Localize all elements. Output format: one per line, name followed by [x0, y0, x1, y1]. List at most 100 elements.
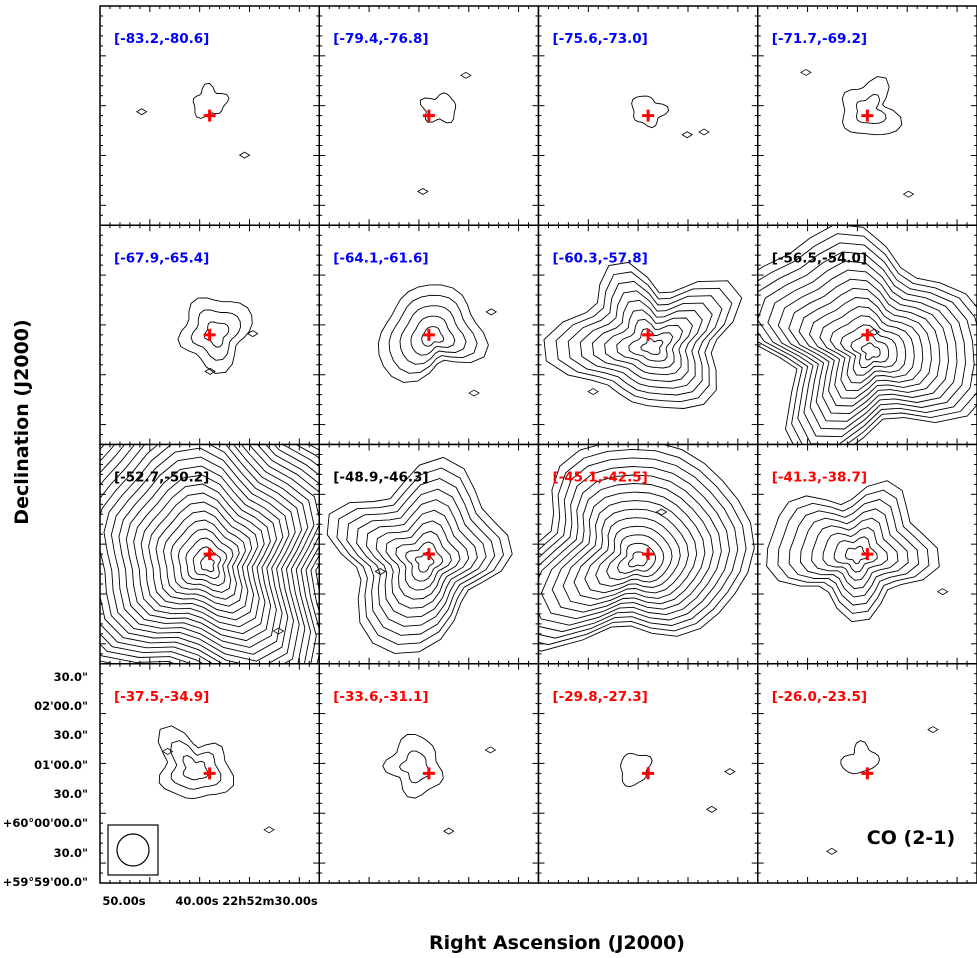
contour-line — [375, 509, 470, 609]
contour-line — [155, 501, 253, 614]
contour-line — [855, 93, 887, 124]
velocity-label: [-29.8,-27.3] — [553, 689, 648, 705]
channel-panel: [-52.7,-50.2] — [99, 443, 320, 665]
noise-contour — [263, 826, 275, 834]
contour-line — [616, 542, 657, 574]
y-tick-label: 01'00.0" — [34, 758, 88, 772]
velocity-label: [-71.7,-69.2] — [772, 31, 867, 47]
contour-line — [190, 309, 241, 361]
channel-panels: [-83.2,-80.6] [-79.4,-76.8] [-75.6,-73.0] [… — [99, 5, 977, 884]
source-marker — [422, 767, 435, 780]
source-marker — [861, 767, 874, 780]
contour-line — [543, 261, 743, 409]
y-tick-label: 30.0" — [54, 728, 88, 742]
contour-line — [844, 545, 868, 565]
noise-contour — [204, 367, 216, 375]
contour-line — [163, 510, 246, 607]
contour-line — [100, 444, 309, 664]
noise-contour — [681, 131, 693, 139]
contour-group — [766, 480, 949, 623]
contour-line — [336, 467, 504, 645]
y-tick-label: 30.0" — [54, 846, 88, 860]
y-tick-label: 30.0" — [54, 670, 88, 684]
contour-line — [788, 498, 920, 606]
contour-line — [421, 326, 445, 347]
contour-line — [356, 488, 487, 627]
velocity-label: [-41.3,-38.7] — [772, 470, 867, 486]
contour-line — [860, 342, 881, 361]
contour-line — [757, 233, 977, 445]
contour-group — [417, 71, 472, 195]
contour-line — [385, 520, 461, 600]
channel-panel: [-41.3,-38.7] — [757, 443, 977, 665]
source-marker — [203, 548, 216, 561]
contour-group — [326, 456, 513, 654]
channel-panel: [-79.4,-76.8] — [318, 5, 540, 226]
contour-group — [631, 95, 710, 139]
contour-line — [388, 294, 478, 374]
velocity-label: [-60.3,-57.8] — [553, 250, 648, 266]
velocity-label: [-83.2,-80.6] — [114, 31, 209, 47]
noise-contour — [826, 847, 838, 855]
contour-line — [192, 82, 230, 119]
contour-line — [616, 318, 684, 369]
source-marker — [861, 328, 874, 341]
contour-group — [157, 725, 275, 834]
contour-line — [850, 333, 890, 368]
contour-line — [640, 337, 664, 355]
contour-group — [800, 68, 915, 198]
contour-line — [538, 444, 755, 652]
x-tick-labels: 50.00s 40.00s 22h52m30.00s — [102, 894, 317, 908]
velocity-label: [-79.4,-76.8] — [333, 31, 428, 47]
contour-line — [767, 260, 958, 430]
y-tick-label: +60°00'00.0" — [3, 816, 88, 830]
beam-ellipse — [116, 833, 150, 867]
channel-panel: [-75.6,-73.0] — [537, 5, 759, 226]
noise-contour — [417, 188, 429, 195]
source-marker — [642, 548, 655, 561]
contour-line — [591, 299, 703, 382]
contour-line — [420, 92, 457, 124]
contour-line — [177, 528, 234, 593]
channel-panel: [-56.5,-54.0] — [757, 224, 977, 446]
channel-panel: [-83.2,-80.6] — [99, 5, 320, 226]
contour-line — [766, 480, 940, 623]
contour-group — [382, 733, 497, 835]
contour-line — [811, 517, 899, 590]
noise-contour — [161, 747, 174, 755]
contour-line — [133, 474, 271, 635]
channel-panel: [-60.3,-57.8] — [537, 224, 759, 446]
contour-line — [833, 536, 878, 573]
channel-panel: [-48.9,-46.3] — [318, 443, 540, 665]
contour-line — [628, 328, 674, 362]
contour-line — [346, 478, 496, 636]
noise-contour — [484, 746, 497, 754]
noise-contour — [246, 330, 259, 338]
source-marker — [422, 328, 435, 341]
velocity-label: [-75.6,-73.0] — [553, 31, 648, 47]
velocity-label: [-26.0,-23.5] — [772, 689, 867, 705]
contour-line — [399, 305, 467, 365]
noise-contour — [238, 151, 251, 159]
velocity-label: [-37.5,-34.9] — [114, 689, 209, 705]
contour-line — [829, 315, 907, 384]
channel-panel: [-33.6,-31.1] — [318, 663, 540, 884]
contour-line — [551, 491, 706, 613]
contour-line — [203, 321, 230, 348]
contour-line — [819, 306, 915, 392]
contour-line — [100, 444, 315, 664]
channel-panel: [-64.1,-61.6] — [318, 224, 540, 446]
contour-line — [620, 752, 653, 788]
contour-line — [606, 534, 665, 581]
noise-contour — [442, 827, 455, 835]
contour-group — [538, 444, 755, 652]
contour-line — [170, 740, 222, 790]
noise-contour — [468, 389, 480, 397]
contour-line — [148, 492, 259, 621]
contour-line — [841, 76, 903, 136]
contour-line — [395, 530, 452, 591]
contour-line — [631, 95, 670, 129]
velocity-label: [-45.1,-42.5] — [553, 470, 648, 486]
source-marker — [642, 767, 655, 780]
contour-line — [579, 290, 713, 389]
